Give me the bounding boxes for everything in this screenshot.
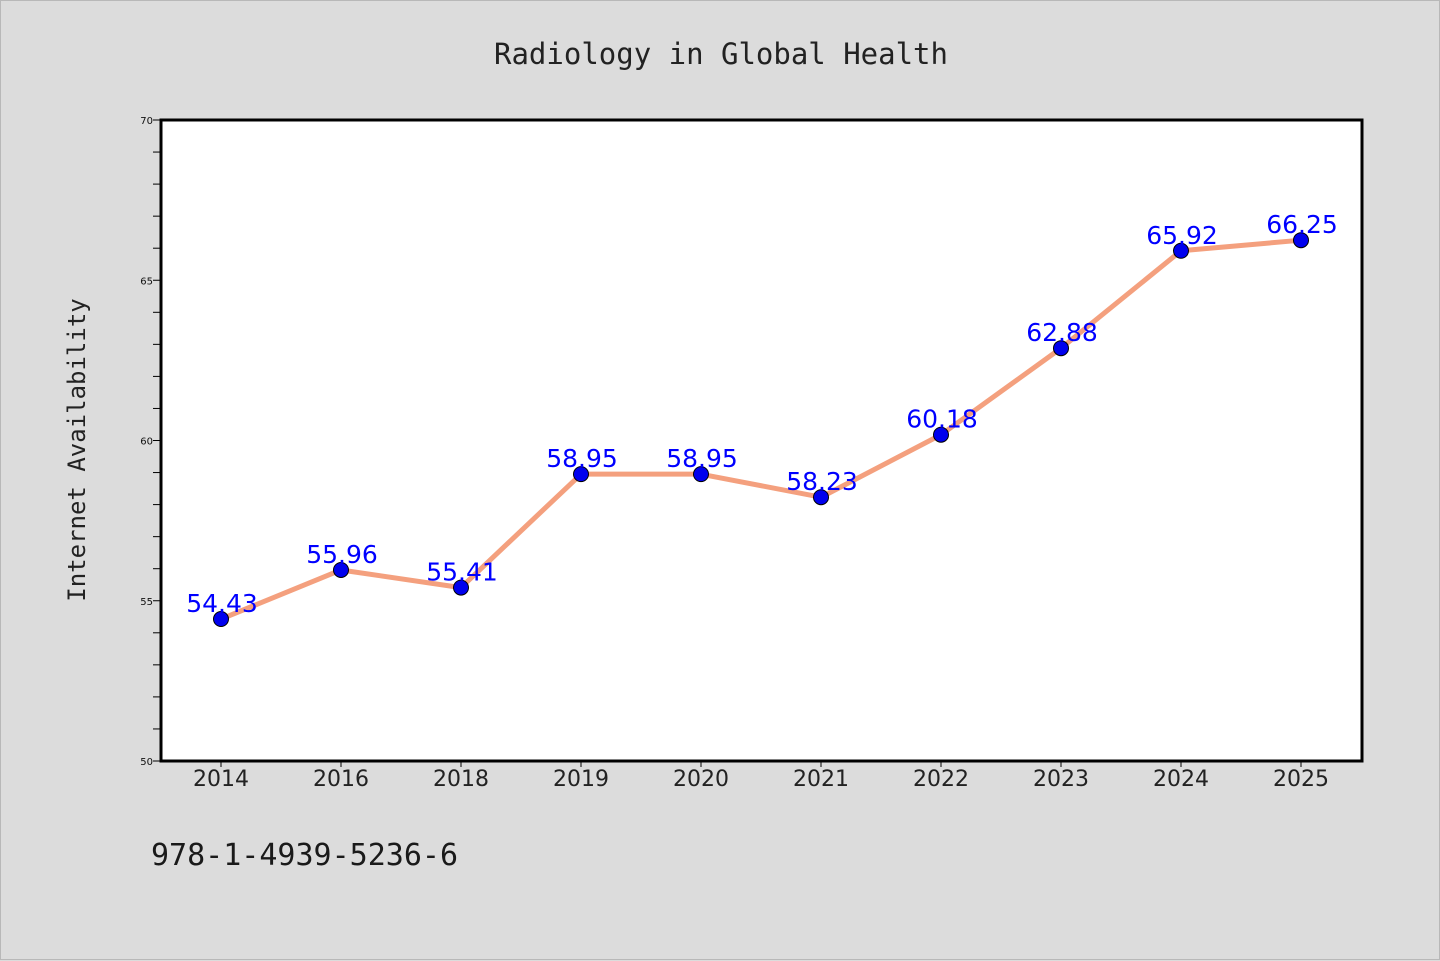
y-tick-label: 65 <box>140 276 153 287</box>
data-label: 65.92 <box>1146 221 1218 250</box>
x-axis: 2014 2016 2018 2019 2020 2021 2022 2023 2024 2025 <box>193 761 1329 792</box>
data-point <box>693 466 709 483</box>
x-tick-label: 2016 <box>313 767 369 792</box>
x-tick-label: 2023 <box>1033 767 1089 792</box>
y-tick-label: 60 <box>140 437 153 448</box>
chart-title: Radiology in Global Health <box>494 37 948 71</box>
data-label: 55.96 <box>306 540 378 569</box>
data-point <box>813 489 829 506</box>
data-point <box>213 611 229 628</box>
data-label: 62.88 <box>1026 318 1098 347</box>
x-tick-label: 2024 <box>1153 767 1209 792</box>
plot-area <box>159 118 1364 763</box>
data-point <box>1293 232 1309 249</box>
y-tick-label: 70 <box>140 116 153 127</box>
x-tick-label: 2018 <box>433 767 489 792</box>
data-point <box>573 466 589 483</box>
data-point <box>933 426 949 443</box>
data-label: 55.41 <box>426 558 498 587</box>
series-line <box>218 237 1304 622</box>
y-tick-label: 50 <box>140 757 153 768</box>
series-line-group <box>218 237 1304 622</box>
x-tick-label: 2019 <box>553 767 609 792</box>
data-label: 58.95 <box>666 444 738 473</box>
markers-group <box>213 232 1309 628</box>
data-label: 58.95 <box>546 444 618 473</box>
y-axis-label: Internet Availability <box>63 298 91 601</box>
y-axis: 50 55 60 65 70 <box>140 116 161 768</box>
x-tick-label: 2021 <box>793 767 849 792</box>
data-labels-group: 54.43 55.96 55.41 58.95 58.95 58.23 60.18 62.88… <box>186 210 1338 618</box>
y-tick-label: 55 <box>140 597 153 608</box>
data-label: 58.23 <box>786 467 858 496</box>
x-tick-label: 2014 <box>193 767 249 792</box>
data-point <box>333 561 349 578</box>
x-tick-label: 2022 <box>913 767 969 792</box>
data-label: 66.25 <box>1266 210 1338 239</box>
data-point <box>1053 340 1069 357</box>
data-point <box>1173 242 1189 259</box>
data-label: 60.18 <box>906 405 978 434</box>
x-tick-label: 2025 <box>1273 767 1329 792</box>
data-label: 54.43 <box>186 589 258 618</box>
x-tick-label: 2020 <box>673 767 729 792</box>
data-point <box>453 579 469 596</box>
